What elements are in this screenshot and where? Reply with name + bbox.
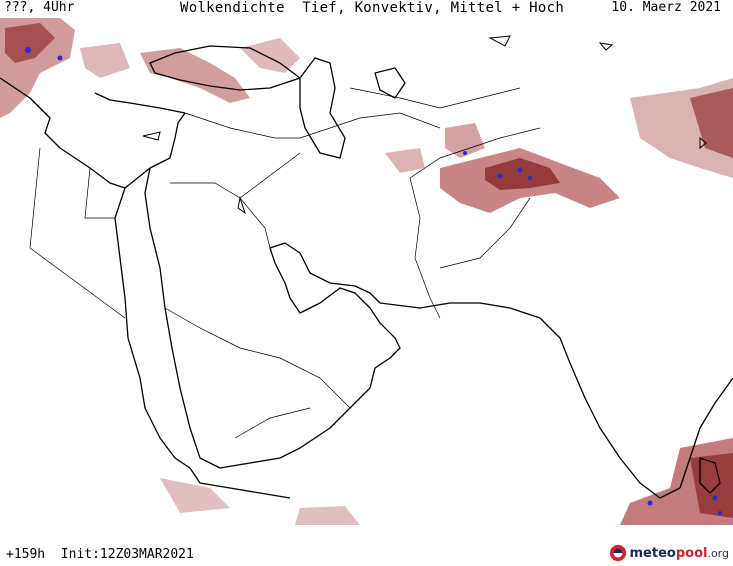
cloud-patch-east-dense xyxy=(690,88,733,158)
cloud-patch-afghan-dense xyxy=(485,158,560,190)
coastlines xyxy=(0,45,733,499)
forecast-date: 10. Maerz 2021 xyxy=(611,0,721,15)
logo-text-meteo: meteo xyxy=(629,545,676,561)
logo-text-org: .org xyxy=(707,546,729,560)
map-title: Wolkendichte Tief, Konvektiv, Mittel + H… xyxy=(180,0,565,16)
forecast-info: +159h Init:12Z03MAR2021 xyxy=(6,547,194,562)
cloud-patch-iran-north xyxy=(445,123,485,158)
cloud-layer xyxy=(0,18,733,525)
meteopool-logo[interactable]: meteo pool .org xyxy=(609,542,729,564)
islands xyxy=(142,35,707,215)
cloud-patch-turkey xyxy=(140,48,250,103)
logo-text-pool: pool xyxy=(675,545,708,561)
cloud-patch-caucasus xyxy=(240,38,300,73)
borders xyxy=(29,87,541,439)
globe-icon xyxy=(609,544,626,562)
cloud-patch-south-india-dense xyxy=(690,453,733,518)
cloud-density-map xyxy=(0,18,733,525)
convective-specks xyxy=(25,47,722,515)
cloud-patch-south xyxy=(295,506,360,525)
run-label: ???, 4Uhr xyxy=(4,0,75,15)
cloud-patch-iran-central xyxy=(385,148,425,173)
cloud-patch-horn xyxy=(160,478,230,513)
cloud-patch-aegean xyxy=(80,43,130,78)
cloud-patch-balkans-dense xyxy=(5,23,55,63)
